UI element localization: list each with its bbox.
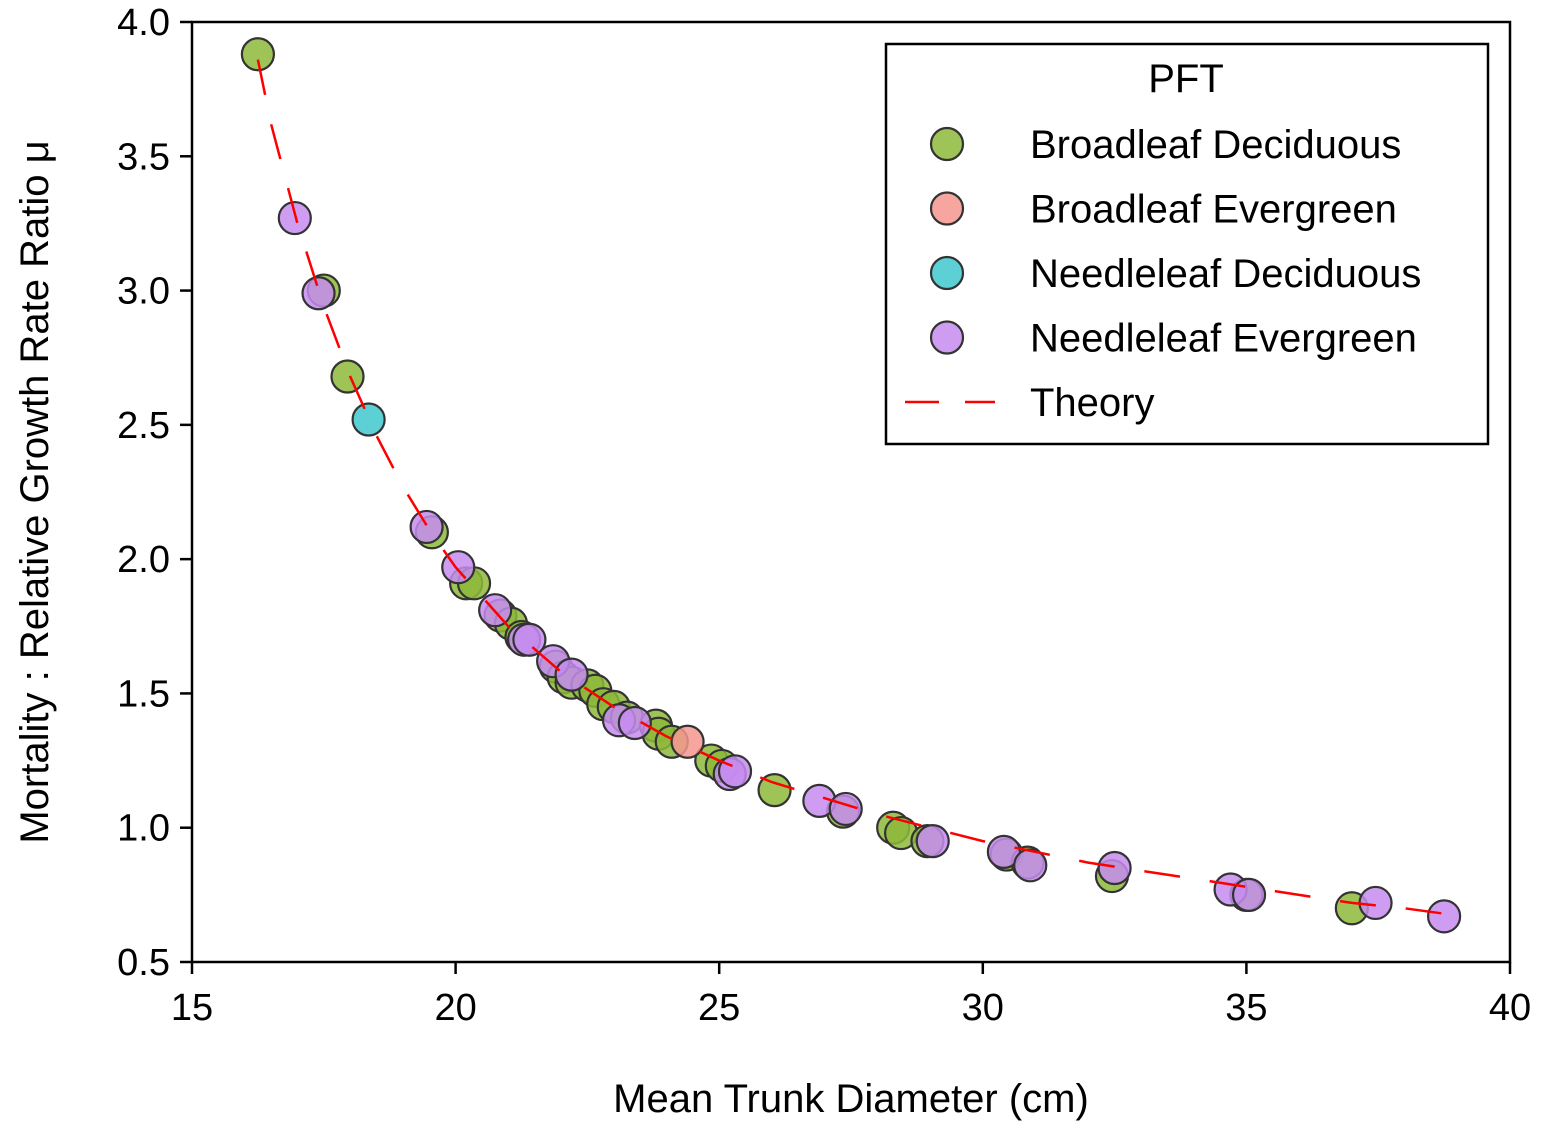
legend-item: Broadleaf Deciduous [929,123,1401,167]
series-needleleaf-deciduous [351,402,386,437]
legend-item: Needleleaf Deciduous [929,252,1421,296]
y-tick-label: 2.5 [117,405,170,447]
legend-item: Broadleaf Evergreen [929,188,1397,232]
data-point [1426,899,1462,934]
data-point [617,705,652,741]
y-axis-title: Mortality : Relative Growth Rate Ratio μ [13,140,57,843]
data-point [351,402,386,437]
y-tick-label: 2.0 [117,539,170,581]
x-tick-label: 40 [1489,987,1531,1029]
data-point [757,773,792,808]
data-point [1358,885,1393,921]
legend: PFT Broadleaf Deciduous Broadleaf Evergre… [884,42,1490,446]
y-tick-label: 1.0 [117,808,170,850]
data-point [554,657,589,692]
y-tick-label: 1.5 [117,673,170,715]
legend-marker [929,320,965,355]
legend-marker [929,126,965,162]
axis-ticks: 15 20 25 30 35 40 0.5 1.0 1.5 2.0 2.5 3.0 3.5 4.0 [117,2,1531,1029]
x-axis-title: Mean Trunk Diameter (cm) [613,1077,1089,1121]
x-tick-label: 20 [434,987,476,1029]
legend-item: Theory [905,381,1155,425]
data-point [915,824,950,859]
data-point [330,359,365,394]
legend-title: PFT [1148,57,1224,101]
legend-label: Needleleaf Evergreen [1030,317,1417,361]
series-layer [240,37,1462,934]
data-point [1231,877,1267,912]
data-point [717,754,753,789]
y-tick-label: 0.5 [117,942,170,984]
data-point [670,724,705,759]
legend-label: Broadleaf Evergreen [1030,188,1397,232]
legend-label: Theory [1030,381,1155,425]
theory-line [256,59,1445,915]
x-tick-label: 30 [962,987,1004,1029]
legend-label: Needleleaf Deciduous [1030,252,1421,296]
legend-label: Broadleaf Deciduous [1030,123,1401,167]
data-point [240,37,275,72]
data-point [301,276,336,311]
x-tick-label: 35 [1225,987,1267,1029]
legend-marker [929,191,965,226]
legend-marker [929,255,965,291]
plot-area-frame [190,20,1512,964]
data-point [512,622,547,657]
data-point [409,509,444,545]
y-tick-label: 4.0 [117,2,170,44]
legend-items: Broadleaf Deciduous Broadleaf Evergreen Ne… [905,123,1421,425]
legend-item: Needleleaf Evergreen [929,317,1417,361]
legend-box [884,42,1490,446]
y-tick-label: 3.5 [117,136,170,178]
data-point [1013,848,1048,883]
x-tick-label: 15 [171,987,213,1029]
x-tick-label: 25 [698,987,740,1029]
series-broadleaf-evergreen [670,724,705,759]
y-tick-label: 3.0 [117,271,170,313]
data-point [1097,850,1132,886]
